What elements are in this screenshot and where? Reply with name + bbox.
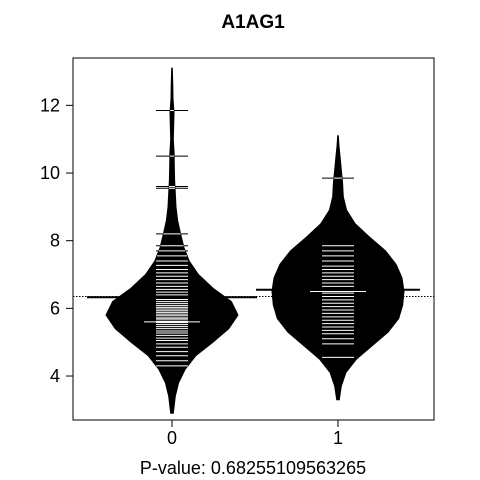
chart-title: A1AG1 <box>221 12 285 33</box>
plot-area <box>73 67 434 414</box>
bean-0 <box>105 67 239 414</box>
x-tick-label: 0 <box>167 428 177 448</box>
y-tick-label: 8 <box>50 231 60 251</box>
y-tick-label: 4 <box>50 366 60 386</box>
y-tick-label: 10 <box>40 163 60 183</box>
bean-1 <box>271 135 405 401</box>
y-tick-label: 6 <box>50 298 60 318</box>
x-axis-label: P-value: 0.68255109563265 <box>140 458 366 478</box>
y-tick-label: 12 <box>40 95 60 115</box>
axes: 4 6 8 10 12 0 1 <box>40 57 435 448</box>
x-tick-label: 1 <box>333 428 343 448</box>
plot-frame <box>72 57 435 421</box>
